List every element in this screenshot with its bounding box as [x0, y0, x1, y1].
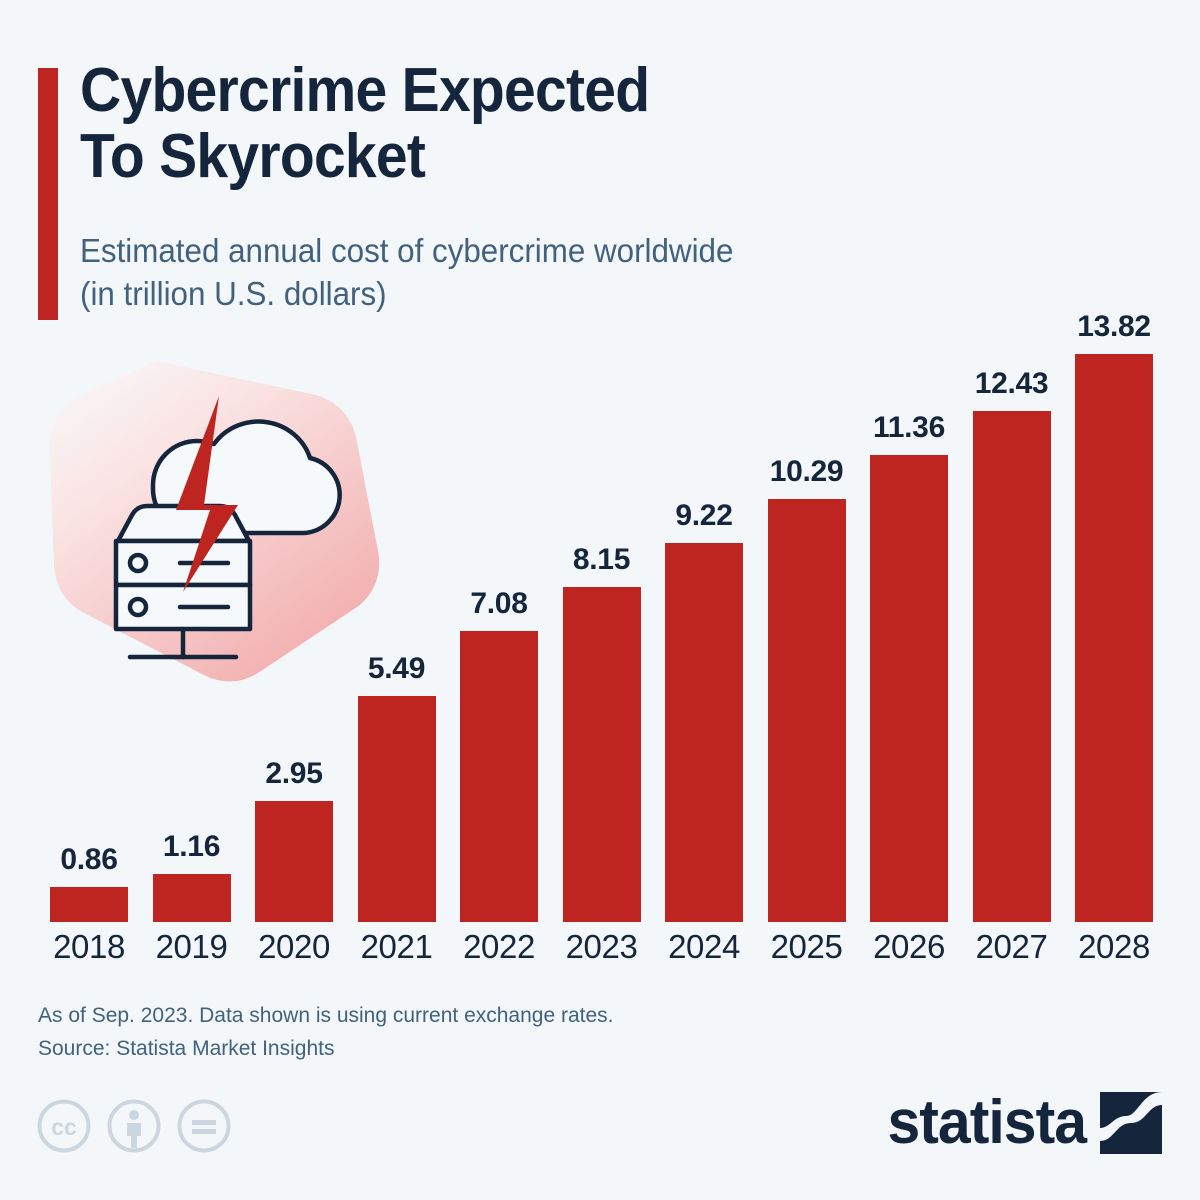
- creative-commons-icons: cc: [36, 1098, 232, 1154]
- red-accent-bar: [38, 68, 58, 320]
- x-axis-label-2028: 2028: [1078, 928, 1150, 965]
- x-axis-label-2019: 2019: [155, 928, 228, 965]
- x-axis-label-2021: 2021: [360, 928, 433, 965]
- cc-icon[interactable]: cc: [36, 1098, 92, 1154]
- lightning-bolt-icon: [176, 396, 238, 592]
- bar-2019: [152, 874, 231, 922]
- footnote-line-2: Source: Statista Market Insights: [38, 1036, 335, 1060]
- cc-nd-icon[interactable]: [176, 1098, 232, 1154]
- bar-2022: [460, 631, 538, 922]
- statista-logo[interactable]: statista: [877, 1092, 1162, 1154]
- bar-2026: [870, 455, 948, 922]
- x-axis-label-2025: 2025: [770, 928, 843, 965]
- bar-value-2020: 2.95: [265, 756, 323, 790]
- bar-2020: [255, 800, 333, 922]
- x-axis-label-2024: 2024: [668, 928, 740, 965]
- svg-text:cc: cc: [51, 1114, 77, 1140]
- bar-value-2026: 11.36: [873, 411, 945, 445]
- cloud-lightning-server-illustration: [48, 355, 388, 685]
- bar-2027: [972, 411, 1051, 922]
- statista-s-curve-logo: [1100, 1092, 1162, 1154]
- statista-wordmark: statista: [887, 1088, 1087, 1157]
- bar-value-2018: 0.86: [60, 842, 118, 876]
- bar-2025: [767, 499, 846, 922]
- bar-value-2022: 7.08: [470, 587, 528, 620]
- header: Cybercrime Expected To Skyrocket Estimat…: [0, 0, 1200, 330]
- footnote-line-1: As of Sep. 2023. Data shown is using cur…: [38, 1004, 614, 1027]
- bar-2021: [357, 696, 436, 922]
- bar-2024: [665, 543, 743, 922]
- bar-2028: [1075, 354, 1153, 922]
- bar-2023: [562, 587, 641, 922]
- page-subtitle: Estimated annual cost of cybercrime worl…: [80, 232, 734, 312]
- bar-value-2024: 9.22: [675, 499, 733, 533]
- x-axis-label-2018: 2018: [53, 928, 125, 965]
- chart-footnote: As of Sep. 2023. Data shown is using cur…: [38, 1000, 614, 1065]
- bar-value-2019: 1.16: [162, 830, 221, 864]
- bar-2018: [50, 886, 128, 922]
- bar-value-2025: 10.29: [769, 455, 844, 489]
- x-axis-label-2023: 2023: [565, 928, 638, 965]
- bar-value-2023: 8.15: [572, 543, 631, 577]
- bar-value-2027: 12.43: [974, 367, 1049, 401]
- cc-by-icon[interactable]: [106, 1098, 162, 1154]
- x-axis-label-2020: 2020: [258, 928, 330, 965]
- x-axis-label-2026: 2026: [873, 928, 945, 965]
- x-axis-label-2022: 2022: [463, 928, 535, 965]
- page-title: Cybercrime Expected To Skyrocket: [80, 56, 650, 191]
- x-axis-label-2027: 2027: [975, 928, 1048, 965]
